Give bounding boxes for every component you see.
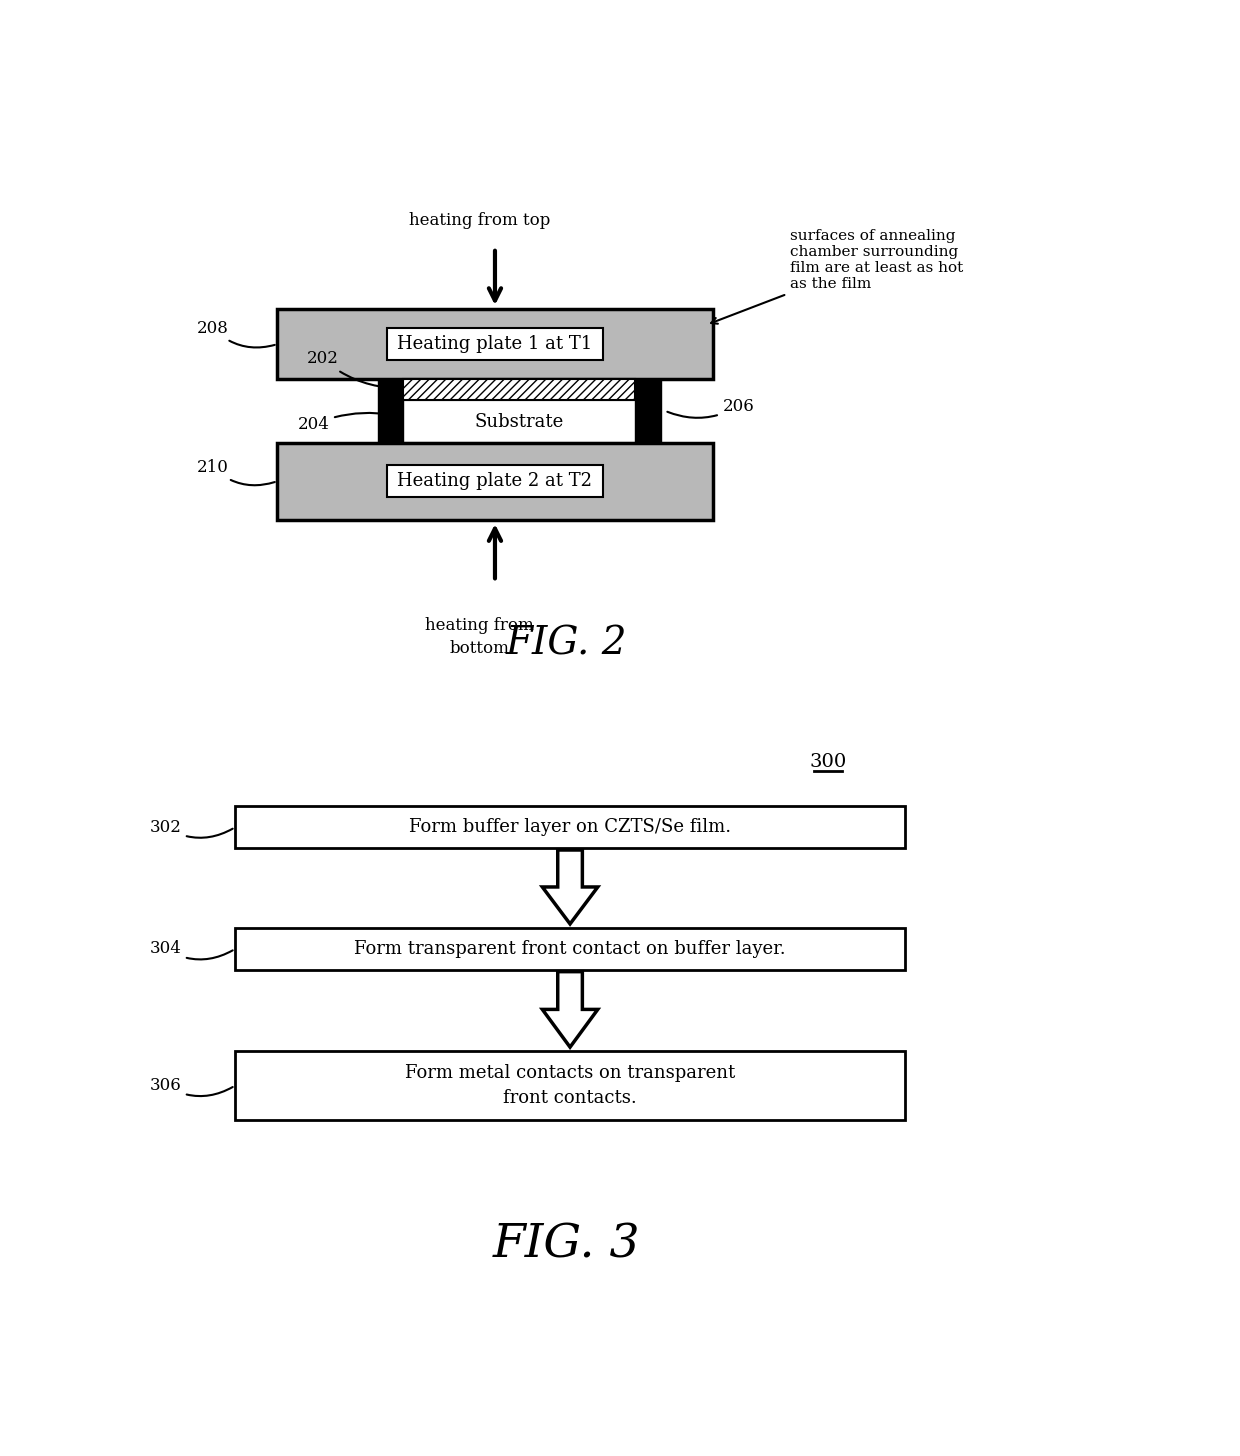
Text: Substrate: Substrate — [475, 412, 564, 431]
Polygon shape — [542, 971, 598, 1047]
Text: Form transparent front contact on buffer layer.: Form transparent front contact on buffer… — [355, 941, 786, 958]
Bar — [377, 379, 403, 443]
Polygon shape — [542, 850, 598, 925]
Bar — [403, 379, 635, 400]
Bar — [236, 807, 905, 849]
Text: heating from
bottom: heating from bottom — [425, 617, 534, 657]
Bar — [394, 400, 645, 443]
Text: Form buffer layer on CZTS/Se film.: Form buffer layer on CZTS/Se film. — [409, 818, 732, 836]
Bar — [236, 1051, 905, 1120]
Bar — [387, 464, 603, 498]
Bar — [278, 443, 713, 520]
Text: heating from top: heating from top — [409, 213, 551, 230]
Text: 204: 204 — [298, 414, 391, 432]
Text: Heating plate 1 at T1: Heating plate 1 at T1 — [397, 335, 593, 354]
Text: 300: 300 — [810, 753, 847, 772]
Text: 306: 306 — [150, 1077, 233, 1096]
Bar — [236, 927, 905, 970]
Text: 210: 210 — [197, 459, 275, 485]
Bar — [387, 328, 603, 360]
Bar — [635, 379, 661, 443]
Text: FIG. 2: FIG. 2 — [506, 626, 627, 662]
Text: 206: 206 — [667, 397, 754, 418]
Text: 202: 202 — [306, 351, 404, 389]
Text: Form metal contacts on transparent
front contacts.: Form metal contacts on transparent front… — [405, 1064, 735, 1107]
Text: 208: 208 — [197, 319, 275, 348]
Bar — [278, 310, 713, 379]
Text: Heating plate 2 at T2: Heating plate 2 at T2 — [398, 472, 593, 491]
Text: 302: 302 — [149, 818, 233, 837]
Text: 304: 304 — [149, 941, 233, 960]
Text: FIG. 3: FIG. 3 — [492, 1223, 640, 1268]
Text: surfaces of annealing
chamber surrounding
film are at least as hot
as the film: surfaces of annealing chamber surroundin… — [711, 229, 962, 323]
